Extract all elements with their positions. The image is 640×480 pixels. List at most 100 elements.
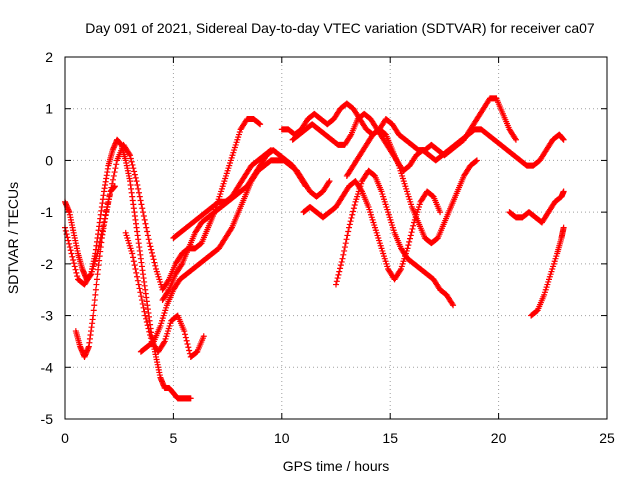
data-point — [512, 136, 519, 143]
data-point — [69, 253, 76, 260]
data-point — [341, 247, 348, 254]
data-point — [340, 251, 347, 258]
data-point — [112, 165, 119, 172]
data-point — [133, 178, 140, 185]
data-point — [410, 222, 417, 229]
data-point — [560, 188, 567, 195]
data-point — [91, 302, 98, 309]
y-tick-label: -5 — [41, 411, 54, 427]
data-point — [133, 269, 140, 276]
data-point — [91, 297, 98, 304]
data-point — [73, 269, 80, 276]
data-point — [145, 236, 152, 243]
data-point — [66, 244, 73, 251]
data-point — [132, 174, 139, 181]
data-point — [129, 161, 136, 168]
data-point — [140, 304, 147, 311]
plot-frame — [64, 56, 608, 420]
data-point — [152, 262, 159, 269]
data-point — [113, 161, 120, 168]
data-point — [135, 189, 142, 196]
data-point — [165, 288, 172, 295]
x-tick-label: 25 — [599, 430, 615, 446]
data-point — [131, 168, 138, 175]
data-point — [144, 232, 151, 239]
data-point — [334, 275, 341, 282]
data-point — [406, 238, 413, 245]
data-point — [137, 197, 144, 204]
data-point — [165, 277, 172, 284]
data-point — [142, 220, 149, 227]
data-point — [143, 224, 150, 231]
data-point — [142, 312, 149, 319]
series-track-11 — [333, 167, 457, 309]
data-point — [335, 271, 342, 278]
data-point — [349, 211, 356, 218]
data-point — [408, 229, 415, 236]
data-point — [90, 312, 97, 319]
y-tick-label: -1 — [41, 204, 54, 220]
data-point — [128, 158, 135, 165]
data-point — [139, 205, 146, 212]
chart-title: Day 091 of 2021, Sidereal Day-to-day VTE… — [85, 20, 595, 36]
data-series — [62, 95, 567, 402]
data-point — [147, 243, 154, 250]
data-point — [72, 266, 79, 273]
data-point — [93, 276, 100, 283]
data-point — [333, 278, 340, 285]
data-point — [148, 246, 155, 253]
axis-ticks: 0 5 10 15 20 25 -5 -4 -3 -2 -1 0 1 2 — [41, 49, 615, 446]
data-point — [397, 267, 404, 274]
data-point — [512, 135, 519, 142]
data-point — [127, 152, 134, 159]
data-point — [70, 260, 77, 267]
series-track-12 — [343, 126, 480, 247]
data-point — [342, 240, 349, 247]
data-point — [338, 258, 345, 265]
data-point — [144, 228, 151, 235]
data-point — [339, 255, 346, 262]
data-point — [326, 178, 333, 185]
data-point — [348, 214, 355, 221]
series-track-13 — [506, 188, 567, 226]
data-point — [350, 208, 357, 215]
data-point — [351, 202, 358, 209]
data-point — [74, 273, 81, 280]
data-point — [140, 213, 147, 220]
y-tick-label: -3 — [41, 308, 54, 324]
data-point — [406, 235, 413, 242]
data-point — [560, 136, 567, 143]
data-point — [404, 245, 411, 252]
data-point — [473, 157, 480, 164]
data-point — [337, 265, 344, 272]
data-point — [62, 227, 69, 234]
data-point — [137, 289, 144, 296]
data-point — [147, 331, 154, 338]
data-point — [136, 285, 143, 292]
data-point — [65, 237, 72, 244]
data-point — [148, 249, 155, 256]
data-point — [145, 325, 152, 332]
data-point — [93, 281, 100, 288]
data-point — [127, 155, 134, 162]
data-point — [130, 258, 137, 265]
data-point — [110, 172, 117, 179]
x-tick-label: 0 — [61, 430, 69, 446]
data-point — [139, 300, 146, 307]
data-point — [147, 335, 154, 342]
data-point — [336, 268, 343, 275]
data-point — [151, 259, 158, 266]
data-point — [560, 224, 567, 231]
data-point — [449, 300, 456, 307]
data-point — [71, 263, 78, 270]
data-point — [111, 169, 118, 176]
data-point — [181, 328, 188, 335]
data-point — [343, 236, 350, 243]
data-point — [130, 254, 137, 261]
series-track-7 — [170, 147, 274, 241]
data-point — [109, 176, 116, 183]
data-point — [144, 322, 151, 329]
y-tick-label: -2 — [41, 256, 54, 272]
data-point — [333, 281, 339, 288]
